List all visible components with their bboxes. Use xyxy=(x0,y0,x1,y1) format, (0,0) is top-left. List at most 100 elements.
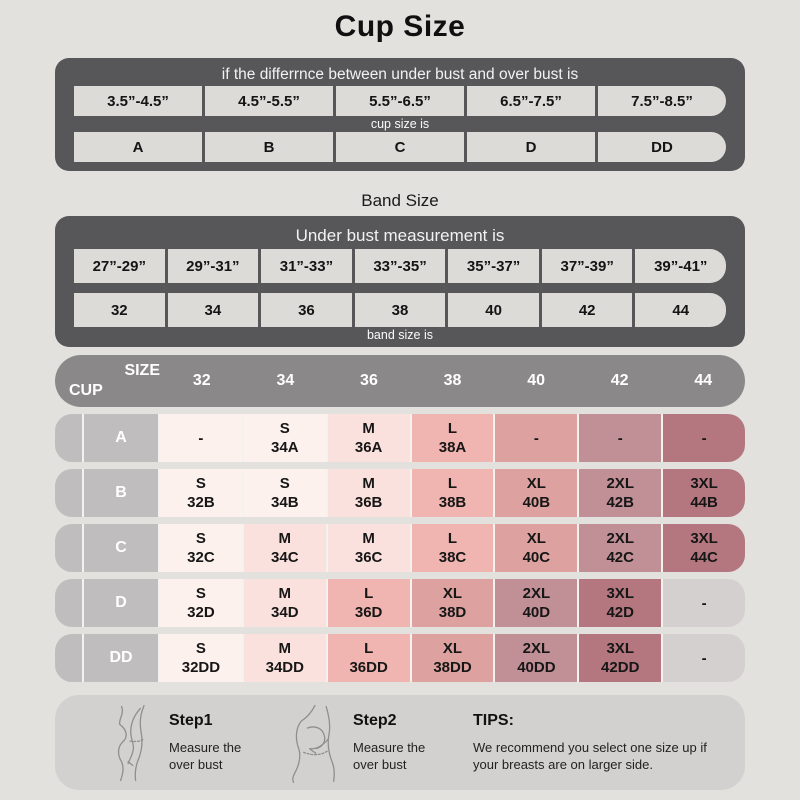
tips-text: We recommend you select one size up if y… xyxy=(473,740,707,772)
size-cell: L 36D xyxy=(325,579,410,627)
size-cell-code: 32DD xyxy=(181,659,221,676)
size-table-header: SIZE CUP 32 34 36 38 40 42 44 xyxy=(55,355,745,407)
table-row: C S 32C M 34C M 36C L 38C xyxy=(55,524,746,572)
size-cell-code: 42B xyxy=(606,494,634,511)
band-number: 32 xyxy=(74,293,165,327)
size-cell: XL 38D xyxy=(409,579,494,627)
size-cell-code: 38DD xyxy=(433,659,472,676)
size-cell-code: 38C xyxy=(438,549,467,566)
size-cell-size: 3XL xyxy=(606,640,634,657)
step2-text: Measure the over bust xyxy=(353,740,426,772)
size-cell-code: 42C xyxy=(606,549,634,566)
size-cell-code: 40B xyxy=(522,494,551,511)
band-size-is-label: band size is xyxy=(366,328,433,342)
measure-under-bust-figure-icon xyxy=(285,702,343,784)
band-range: 33”-35” xyxy=(354,249,446,283)
size-cell-code: 34D xyxy=(271,604,299,621)
size-cell-size: XL xyxy=(442,585,463,602)
size-cell: S 32C xyxy=(158,524,242,572)
size-cell: S 32D xyxy=(158,579,242,627)
size-cell-size: 3XL xyxy=(690,475,718,492)
size-cell-code: 34B xyxy=(271,494,299,511)
column-header: 36 xyxy=(360,372,378,389)
size-cell: - xyxy=(577,414,662,462)
size-cell-code: 40D xyxy=(522,604,551,621)
size-cell-size: 2XL xyxy=(606,530,634,547)
size-cell-size: - xyxy=(198,429,204,447)
size-cell-size: - xyxy=(617,429,623,447)
size-cell-size: M xyxy=(362,530,375,547)
size-cell: - xyxy=(661,414,746,462)
size-cell-size: S xyxy=(195,640,206,657)
cup-difference-range: 6.5”-7.5” xyxy=(467,86,595,116)
row-left-cap xyxy=(55,524,82,572)
size-cell-size: - xyxy=(701,594,707,612)
size-cell-size: M xyxy=(278,530,292,547)
size-cell-code: 36C xyxy=(354,549,383,566)
row-cup-label: C xyxy=(82,524,158,572)
size-cell-size: S xyxy=(279,420,290,437)
size-cell-code: 34C xyxy=(271,549,299,566)
column-header: 42 xyxy=(610,372,629,389)
size-cell-size: L xyxy=(447,475,458,492)
table-row: D S 32D M 34D L 36D XL 38D xyxy=(55,579,746,627)
step2-label: Step2 xyxy=(353,712,397,729)
column-header: 38 xyxy=(443,372,462,389)
size-cell: S 34B xyxy=(241,469,326,517)
band-range: 29”-31” xyxy=(167,249,259,283)
size-cell-size: 2XL xyxy=(522,640,551,657)
size-cell: 2XL 40DD xyxy=(493,634,578,682)
step1-label: Step1 xyxy=(169,712,213,729)
cup-panel-header: if the differrnce between under bust and… xyxy=(221,66,579,83)
size-cell-size: - xyxy=(701,429,707,447)
band-range: 35”-37” xyxy=(448,249,539,283)
size-cell: XL 40B xyxy=(493,469,578,517)
row-cup-label: A xyxy=(82,414,158,462)
row-cup-label: B xyxy=(82,469,158,517)
size-cell-code: 38D xyxy=(438,604,467,621)
size-cell-code: 38A xyxy=(438,439,467,456)
size-cell-size: XL xyxy=(442,640,463,657)
band-range: 27”-29” xyxy=(74,249,165,283)
row-left-cap xyxy=(55,469,82,517)
size-cell-size: M xyxy=(278,585,292,602)
band-range: 39”-41” xyxy=(635,249,727,283)
size-cell-size: XL xyxy=(526,475,546,492)
cup-size-panel: if the differrnce between under bust and… xyxy=(55,58,745,171)
size-cell-size: M xyxy=(362,420,375,437)
size-cell: 3XL 44B xyxy=(661,469,746,517)
size-cell-size: XL xyxy=(526,530,546,547)
size-cell: 2XL 40D xyxy=(493,579,578,627)
size-cell-code: 40C xyxy=(522,549,551,566)
cup-size-is-label: cup size is xyxy=(370,117,430,131)
size-cell: 3XL 44C xyxy=(661,524,746,572)
size-cell-size: S xyxy=(195,475,206,492)
size-cell: L 36DD xyxy=(325,634,410,682)
cup-difference-range: 5.5”-6.5” xyxy=(336,86,464,116)
table-row: A - S 34A M 36A L 38A xyxy=(55,414,746,462)
size-cell-size: - xyxy=(701,649,707,667)
size-cell-code: 42D xyxy=(606,604,634,621)
corner-size-label: SIZE xyxy=(124,362,160,379)
size-cell: - xyxy=(661,634,746,682)
row-cup-label: D xyxy=(82,579,158,627)
column-header: 44 xyxy=(694,372,713,389)
size-cell-code: 32B xyxy=(187,494,215,511)
size-cell: M 34D xyxy=(241,579,326,627)
size-cell: M 34DD xyxy=(241,634,326,682)
size-cell-code: 32C xyxy=(187,549,215,566)
band-number: 34 xyxy=(167,293,259,327)
size-cell: - xyxy=(158,414,242,462)
size-cell: S 34A xyxy=(241,414,326,462)
cup-letter: B xyxy=(205,132,333,162)
size-cell: L 38B xyxy=(409,469,494,517)
band-size-title: Band Size xyxy=(361,191,439,210)
size-cell-code: 34DD xyxy=(265,659,304,676)
band-range: 31”-33” xyxy=(261,249,352,283)
size-cell-size: S xyxy=(279,475,290,492)
corner-cup-label: CUP xyxy=(69,382,103,399)
size-cell: S 32DD xyxy=(158,634,242,682)
size-cell: M 36C xyxy=(325,524,410,572)
cup-difference-range: 7.5”-8.5” xyxy=(598,86,726,116)
